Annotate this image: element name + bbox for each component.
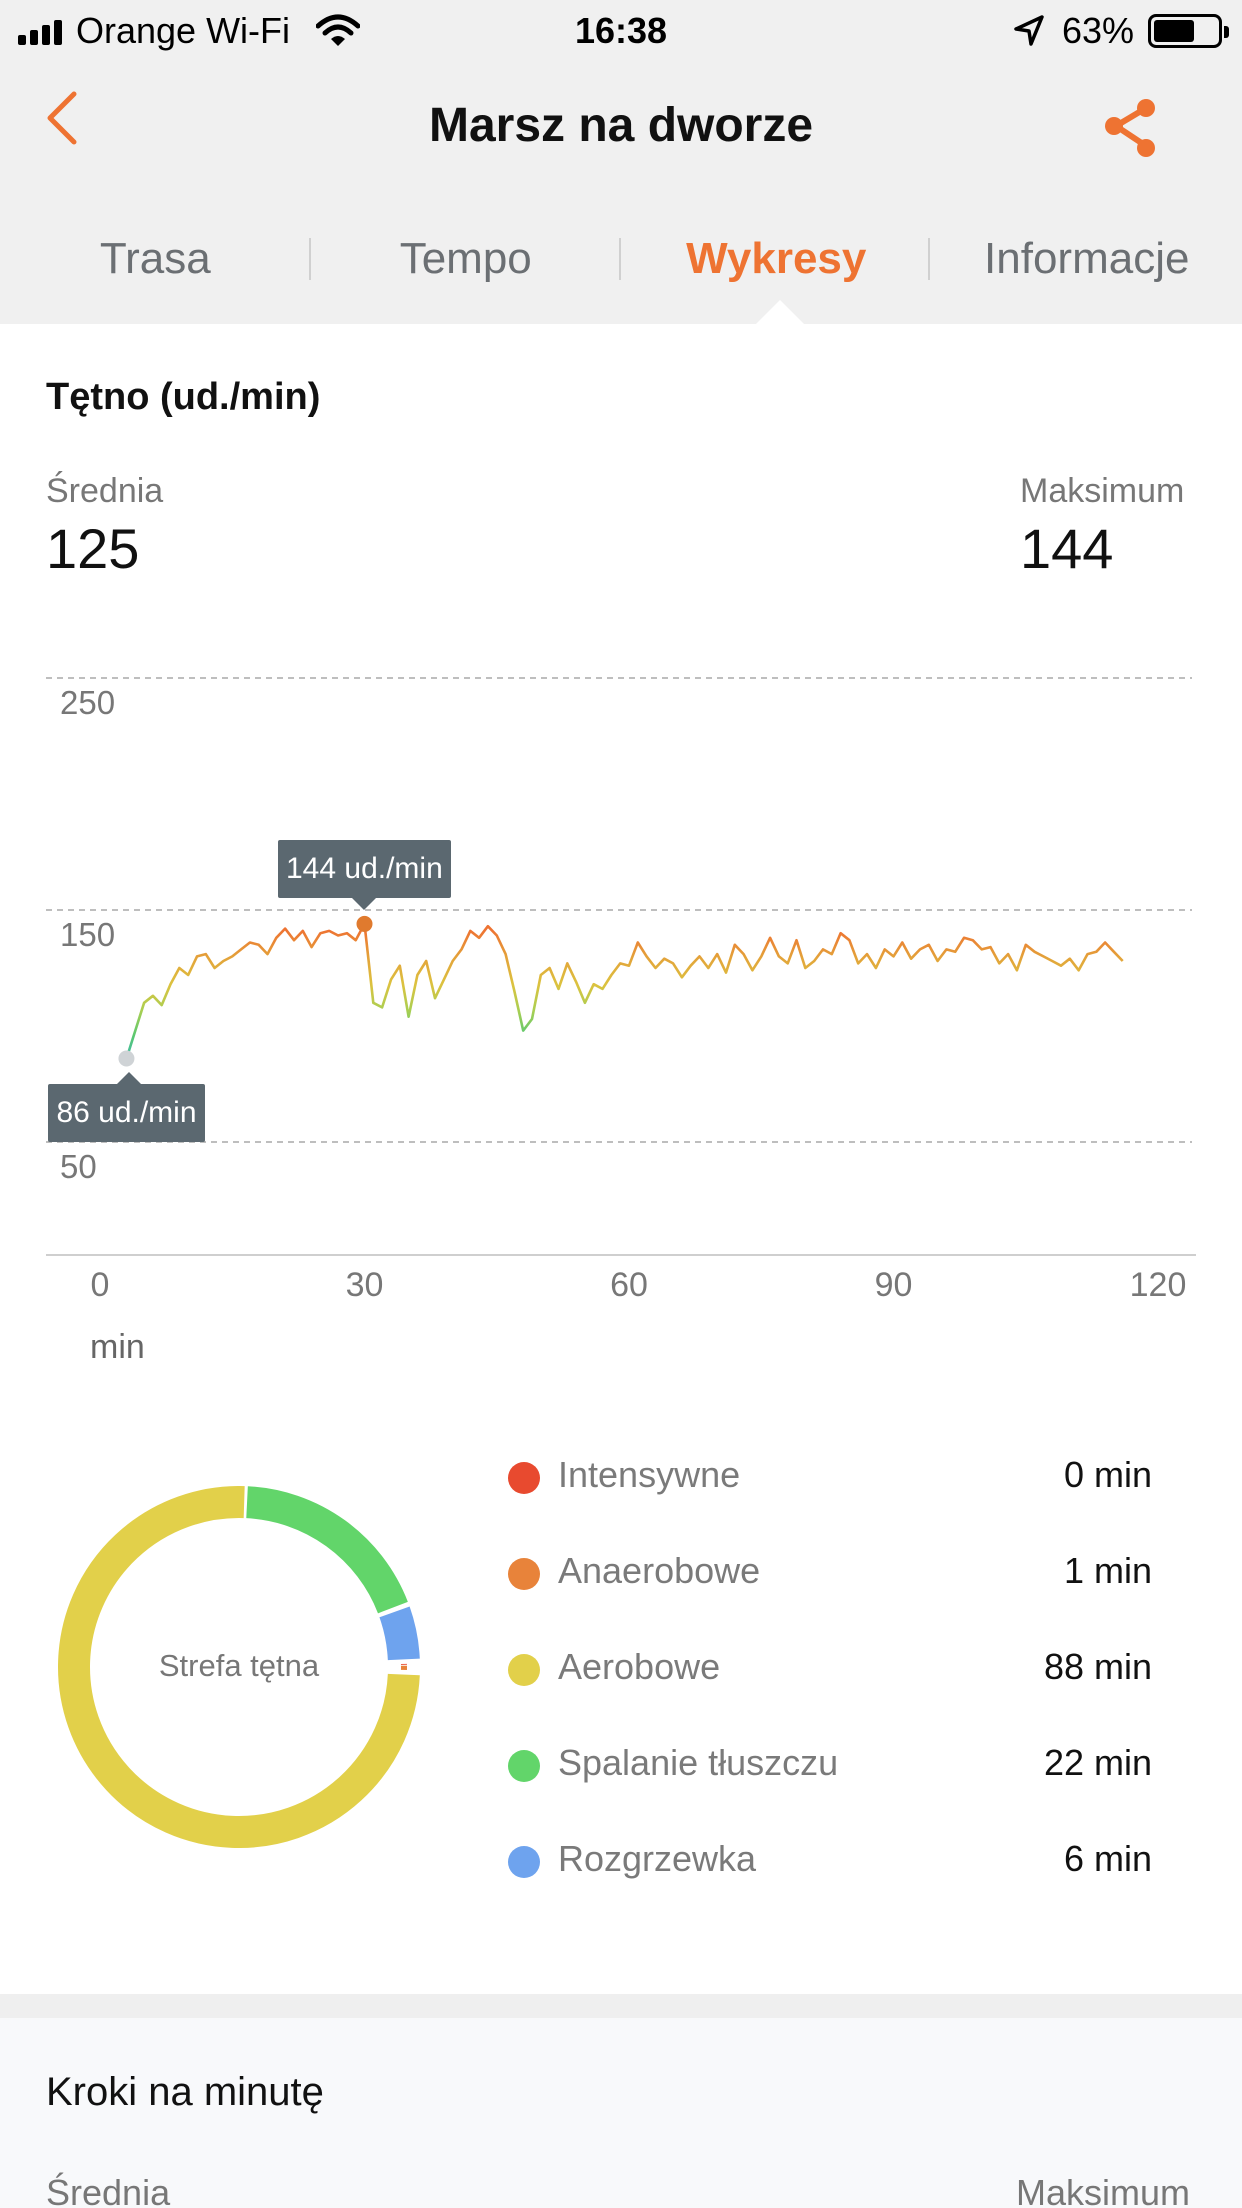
back-chevron-icon[interactable] [40,88,84,148]
heart-rate-title: Tętno (ud./min) [46,376,321,418]
tab-trasa[interactable]: Trasa [99,234,211,283]
battery-percent: 63% [1062,10,1135,51]
zone-row-aerobowe: Aerobowe 88 min [508,1640,1152,1700]
heart-rate-chart: 250 150 50 0 30 60 90 120 [46,677,1196,1300]
x-tick-label: 60 [610,1266,648,1300]
zone-minutes: 22 min [1043,1742,1152,1783]
x-tick-label: 90 [875,1266,913,1300]
avg-label: Średnia [46,472,164,510]
zone-name: Intensywne [558,1454,741,1495]
zone-name: Spalanie tłuszczu [558,1742,839,1783]
zone-minutes: 6 min [1063,1838,1152,1879]
y-tick-label: 50 [60,1148,97,1185]
page-title: Marsz na dworze [428,99,814,152]
active-tab-pointer [756,300,804,324]
heart-rate-line [125,922,1124,1059]
min-hr-tooltip: 86 ud./min [48,1072,205,1143]
location-arrow-icon [1014,15,1044,46]
tab-divider [928,238,930,280]
max-hr-point [356,915,373,932]
y-tick-label: 150 [60,916,115,953]
section-divider [0,1994,1242,2018]
zone-dot [508,1750,540,1782]
tab-wykresy[interactable]: Wykresy [686,234,867,283]
zone-minutes: 0 min [1063,1454,1152,1495]
share-icon[interactable] [1100,96,1164,160]
max-hr-tooltip: 144 ud./min [278,839,451,910]
max-label: Maksimum [1020,472,1185,510]
zone-row-spalanie: Spalanie tłuszczu 22 min [508,1736,1152,1796]
heart-zone-donut [58,1486,420,1848]
steps-max-label: Maksimum [1016,2172,1191,2208]
max-value: 144 [1020,517,1114,580]
y-tick-label: 250 [60,684,115,721]
zone-slice [58,1486,420,1848]
avg-value: 125 [46,517,140,580]
steps-title: Kroki na minutę [46,2070,324,2114]
wifi-icon [316,14,360,46]
zone-row-anaerobowe: Anaerobowe 1 min [508,1544,1152,1604]
tab-divider [619,238,621,280]
zone-name: Anaerobowe [558,1550,761,1591]
x-tick-label: 120 [1130,1266,1187,1300]
tab-tempo[interactable]: Tempo [399,234,532,283]
steps-avg-label: Średnia [46,2172,171,2208]
zone-slice [379,1606,420,1661]
zone-slice [245,1486,408,1614]
battery-icon [1148,14,1229,48]
zone-minutes: 1 min [1063,1550,1152,1591]
x-axis-unit: min [90,1328,145,1366]
zone-name: Rozgrzewka [558,1838,757,1879]
zone-minutes: 88 min [1043,1646,1152,1687]
zone-dot [508,1654,540,1686]
status-bar: Orange Wi-Fi 16:38 63% [0,0,1242,62]
tab-divider [309,238,311,280]
min-hr-point [118,1050,135,1067]
clock: 16:38 [574,10,668,51]
zone-row-rozgrzewka: Rozgrzewka 6 min [508,1832,1152,1892]
x-tick-label: 30 [346,1266,384,1300]
zone-row-intensywne: Intensywne 0 min [508,1448,1152,1508]
zone-dot [508,1558,540,1590]
steps-section [0,2018,1242,2208]
donut-center-label: Strefa tętna [158,1648,320,1683]
nav-header: Marsz na dworze [0,62,1242,192]
carrier-name: Orange Wi-Fi [76,10,291,51]
zone-dot [508,1846,540,1878]
zone-name: Aerobowe [558,1646,721,1687]
zone-dot [508,1462,540,1494]
tab-bar: Trasa Tempo Wykresy Informacje [0,192,1242,324]
tab-informacje[interactable]: Informacje [984,234,1190,283]
x-tick-label: 0 [91,1266,110,1300]
signal-icon [18,20,62,45]
